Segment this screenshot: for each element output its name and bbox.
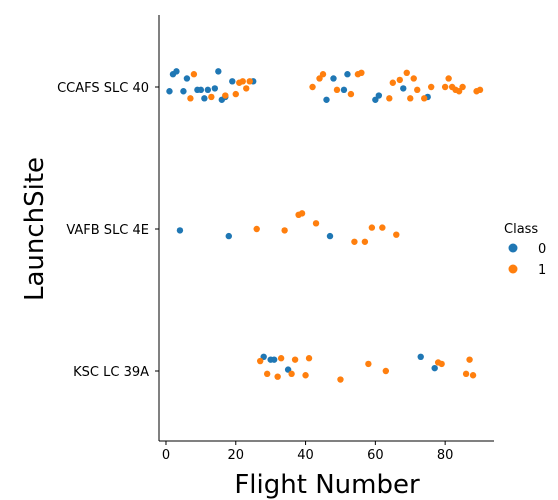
- scatter-point-class-1: [243, 85, 249, 91]
- scatter-point-class-0: [205, 87, 211, 93]
- scatter-point-class-1: [393, 231, 399, 237]
- scatter-point-class-1: [358, 70, 364, 76]
- scatter-point-class-1: [257, 358, 263, 364]
- scatter-point-class-0: [215, 68, 221, 74]
- scatter-point-class-0: [180, 88, 186, 94]
- scatter-point-class-0: [271, 356, 277, 362]
- scatter-point-class-0: [418, 354, 424, 360]
- scatter-point-class-1: [459, 84, 465, 90]
- scatter-point-class-1: [386, 95, 392, 101]
- scatter-point-class-0: [327, 233, 333, 239]
- x-tick-label: 80: [437, 448, 454, 463]
- scatter-point-class-1: [369, 224, 375, 230]
- legend-label-class-0: 0: [538, 242, 546, 257]
- scatter-point-class-1: [313, 220, 319, 226]
- scatter-point-class-1: [208, 94, 214, 100]
- scatter-point-class-0: [173, 68, 179, 74]
- scatter-point-class-1: [302, 372, 308, 378]
- scatter-point-class-1: [383, 368, 389, 374]
- scatter-point-class-0: [400, 85, 406, 91]
- scatter-point-class-1: [445, 75, 451, 81]
- scatter-point-class-0: [212, 85, 218, 91]
- scatter-point-class-1: [390, 80, 396, 86]
- scatter-point-class-1: [233, 91, 239, 97]
- scatter-point-class-1: [222, 92, 228, 98]
- scatter-point-class-1: [337, 376, 343, 382]
- scatter-point-class-1: [411, 75, 417, 81]
- scatter-point-class-1: [379, 224, 385, 230]
- points-layer: [166, 68, 483, 383]
- scatter-point-class-1: [309, 84, 315, 90]
- scatter-point-class-0: [198, 87, 204, 93]
- x-axis-title: Flight Number: [234, 470, 420, 500]
- scatter-point-class-1: [463, 371, 469, 377]
- scatter-point-class-1: [247, 78, 253, 84]
- y-tick-label: CCAFS SLC 40: [57, 81, 149, 96]
- scatter-point-class-1: [351, 239, 357, 245]
- scatter-point-class-1: [466, 356, 472, 362]
- scatter-point-class-0: [344, 71, 350, 77]
- scatter-point-class-0: [184, 75, 190, 81]
- scatter-point-class-1: [404, 70, 410, 76]
- scatter-point-class-1: [278, 355, 284, 361]
- scatter-point-class-1: [407, 95, 413, 101]
- scatter-point-class-1: [320, 71, 326, 77]
- scatter-point-class-1: [397, 77, 403, 83]
- scatter-point-class-1: [187, 95, 193, 101]
- scatter-point-class-1: [421, 95, 427, 101]
- scatter-point-class-1: [428, 84, 434, 90]
- scatter-point-class-0: [341, 87, 347, 93]
- scatter-point-class-0: [166, 88, 172, 94]
- scatter-point-class-1: [470, 372, 476, 378]
- legend-marker-class-0: [509, 244, 518, 253]
- scatter-point-class-1: [254, 226, 260, 232]
- scatter-point-class-1: [292, 356, 298, 362]
- scatter-point-class-1: [264, 371, 270, 377]
- y-axis-title: LaunchSite: [20, 157, 50, 301]
- scatter-point-class-1: [365, 361, 371, 367]
- scatter-point-class-0: [330, 75, 336, 81]
- scatter-point-class-0: [376, 92, 382, 98]
- scatter-point-class-1: [362, 239, 368, 245]
- x-tick-label: 20: [227, 448, 244, 463]
- scatter-point-class-0: [177, 227, 183, 233]
- scatter-point-class-1: [334, 87, 340, 93]
- y-tick-label: KSC LC 39A: [73, 365, 149, 380]
- legend-title: Class: [504, 222, 538, 237]
- scatter-point-class-1: [348, 91, 354, 97]
- scatter-point-class-0: [229, 78, 235, 84]
- x-tick-label: 40: [297, 448, 314, 463]
- x-tick-label: 0: [162, 448, 170, 463]
- scatter-point-class-0: [323, 97, 329, 103]
- scatter-point-class-1: [288, 371, 294, 377]
- axes-layer: 0 20 40 60 80 CCAFS SLC 40 VAFB SLC 4E KSC LC 3…: [57, 15, 494, 463]
- scatter-point-class-1: [191, 71, 197, 77]
- scatter-point-class-1: [306, 355, 312, 361]
- scatter-point-class-1: [442, 84, 448, 90]
- scatter-point-class-1: [274, 373, 280, 379]
- x-tick-label: 60: [367, 448, 384, 463]
- scatter-point-class-0: [226, 233, 232, 239]
- scatter-point-class-1: [281, 227, 287, 233]
- scatter-point-class-1: [299, 210, 305, 216]
- y-tick-label: VAFB SLC 4E: [66, 223, 149, 238]
- legend-marker-class-1: [509, 265, 518, 274]
- scatter-point-class-0: [431, 365, 437, 371]
- scatter-point-class-1: [477, 87, 483, 93]
- scatter-point-class-0: [201, 95, 207, 101]
- legend-label-class-1: 1: [538, 263, 546, 278]
- legend: Class 0 1: [504, 222, 546, 278]
- scatter-point-class-1: [414, 87, 420, 93]
- scatter-point-class-1: [438, 361, 444, 367]
- scatter-point-class-1: [240, 78, 246, 84]
